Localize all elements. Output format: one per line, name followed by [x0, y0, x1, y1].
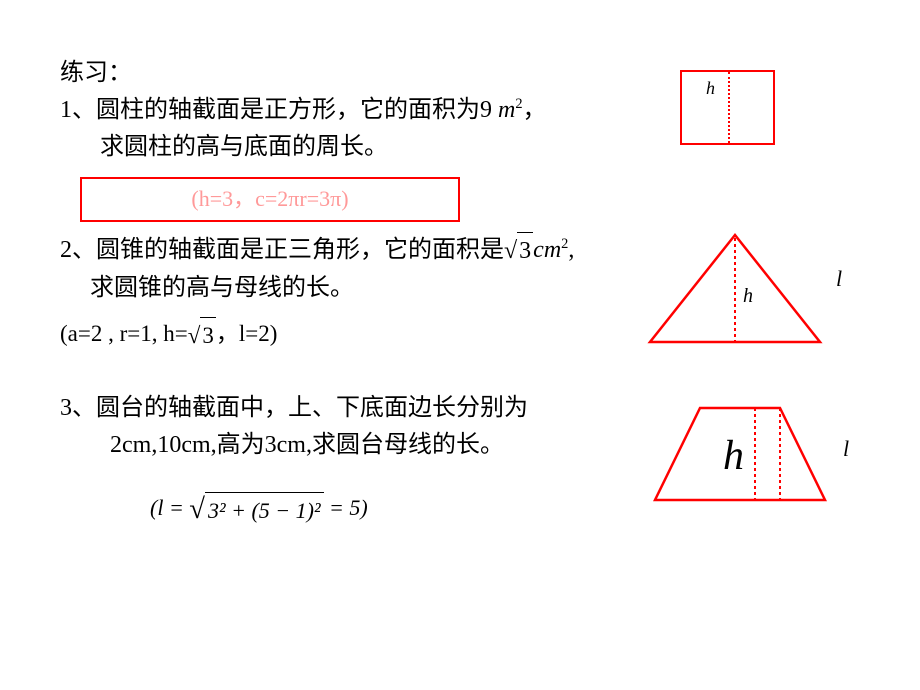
q2-text-pre: 2、圆锥的轴截面是正三角形，它的面积是	[60, 237, 504, 263]
question-1-answer: (h=3，c=2πr=3π)	[191, 186, 348, 211]
frustum-section-diagram: h l	[645, 400, 845, 510]
question-1-line-2: 求圆柱的高与底面的周长。	[60, 129, 610, 166]
question-2-line-1: 2、圆锥的轴截面是正三角形，它的面积是√3cm2,	[60, 232, 610, 271]
triangle-h-label: h	[743, 285, 753, 308]
question-1-answer-box: (h=3，c=2πr=3π)	[80, 177, 460, 222]
q1-text-pre: 1、圆柱的轴截面是正方形，它的面积为9	[60, 97, 492, 123]
content-area: 练习： 1、圆柱的轴截面是正方形，它的面积为9 m2， 求圆柱的高与底面的周长。…	[60, 55, 610, 532]
cylinder-section-diagram: h	[680, 70, 775, 145]
square-h-label: h	[706, 78, 715, 99]
q2-ans-sqrt: √3	[188, 317, 216, 354]
q3-ans-post: = 5)	[324, 495, 368, 520]
q2-ans-post: ，l=2)	[216, 321, 278, 346]
q3-ans-pre: (l =	[150, 495, 189, 520]
q3-ans-sqrt-arg: 3² + (5 − 1)²	[205, 492, 324, 529]
q1-text-post: ，	[523, 97, 547, 123]
question-3-line-1: 3、圆台的轴截面中，上、下底面边长分别为	[60, 390, 610, 427]
q2-ans-sqrt-arg: 3	[200, 317, 216, 354]
q1-unit-exp: 2	[515, 96, 522, 112]
q2-text-post: ,	[568, 237, 574, 263]
trapezoid-svg	[645, 400, 845, 510]
square-height-dashline	[728, 72, 730, 143]
trapezoid-l-label: l	[843, 436, 849, 462]
triangle-svg	[640, 230, 840, 350]
q1-unit: m2	[492, 97, 523, 123]
q2-unit-base: cm	[533, 237, 561, 263]
q2-sqrt-arg: 3	[517, 232, 533, 270]
q1-unit-base: m	[498, 97, 515, 123]
cone-section-diagram: h l	[640, 230, 840, 350]
trapezoid-h-label: h	[723, 432, 744, 480]
q2-unit: cm2	[533, 237, 568, 263]
question-1-line-1: 1、圆柱的轴截面是正方形，它的面积为9 m2，	[60, 92, 610, 129]
question-2-line-2: 求圆锥的高与母线的长。	[60, 270, 610, 307]
exercise-heading: 练习：	[60, 55, 610, 92]
q3-ans-sqrt: √3² + (5 − 1)²	[189, 488, 323, 532]
q2-sqrt: √3	[504, 232, 533, 270]
question-3-line-2: 2cm,10cm,高为3cm,求圆台母线的长。	[60, 427, 610, 464]
triangle-l-label: l	[836, 266, 842, 292]
question-2-answer: (a=2 , r=1, h=√3，l=2)	[60, 316, 610, 354]
question-3-answer: (l = √3² + (5 − 1)² = 5)	[60, 488, 610, 532]
q2-ans-pre: (a=2 , r=1, h=	[60, 321, 188, 346]
